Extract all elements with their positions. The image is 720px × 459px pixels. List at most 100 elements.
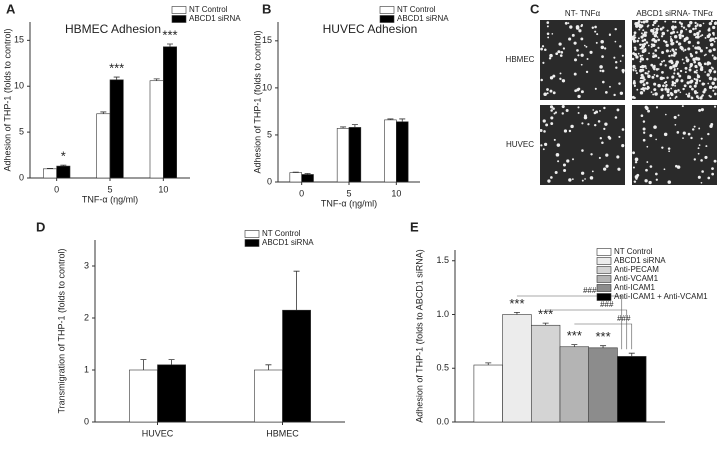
cell-dot <box>547 179 551 183</box>
y-axis-label: Adhesion of THP-1 (folds to ABCD1 siRNA) <box>414 249 424 422</box>
cell-dot <box>631 57 635 61</box>
cell-dot <box>698 127 701 130</box>
cell-dot <box>707 28 711 32</box>
cell-dot <box>570 124 574 129</box>
cell-dot <box>635 55 639 59</box>
cell-dot <box>598 156 601 160</box>
cell-dot <box>642 127 646 131</box>
cell-dot <box>673 115 677 119</box>
cell-dot <box>672 30 676 34</box>
cell-dot <box>697 175 701 179</box>
cell-dot <box>549 89 553 93</box>
cell-dot <box>708 62 712 65</box>
cell-dot <box>603 167 607 171</box>
column-label: NT- TNFα <box>565 9 601 18</box>
cell-dot <box>599 137 602 140</box>
x-axis-label: TNF-α (ηg/ml) <box>321 198 377 208</box>
cell-dot <box>664 113 667 116</box>
cell-dot <box>544 142 548 146</box>
cell-dot <box>622 71 625 74</box>
cell-dot <box>640 64 645 69</box>
cell-dot <box>694 25 698 28</box>
cell-dot <box>683 62 685 65</box>
cell-dot <box>687 40 691 44</box>
cell-dot <box>645 31 648 34</box>
bar <box>43 168 57 179</box>
cell-dot <box>580 37 584 41</box>
y-tick-label: 10 <box>262 82 272 92</box>
cell-dot <box>709 43 714 47</box>
cell-dot <box>567 22 570 25</box>
cell-dot <box>634 160 638 164</box>
cell-dot <box>673 68 676 71</box>
cell-dot <box>700 108 704 112</box>
cell-dot <box>652 52 655 55</box>
hash-label: ### <box>617 314 631 323</box>
cell-dot <box>543 92 547 97</box>
cell-dot <box>577 94 581 99</box>
significance: *** <box>509 296 524 311</box>
cell-dot <box>653 27 655 30</box>
cell-dot <box>679 69 683 73</box>
cell-dot <box>601 141 604 145</box>
cell-dot <box>663 39 666 43</box>
cell-dot <box>711 81 715 86</box>
legend-swatch <box>171 6 187 14</box>
cell-dot <box>655 27 659 32</box>
cell-dot <box>678 21 682 24</box>
cell-dot <box>708 49 712 53</box>
cell-dot <box>707 132 710 136</box>
legend-label: NT Control <box>189 5 228 14</box>
cell-dot <box>642 138 646 142</box>
cell-dot <box>712 89 715 92</box>
cell-dot <box>689 64 693 68</box>
cell-dot <box>673 72 676 75</box>
cell-dot <box>600 45 605 50</box>
cell-dot <box>654 92 658 96</box>
cell-dot <box>709 72 712 74</box>
error-bar <box>60 164 67 167</box>
cell-dot <box>676 31 679 34</box>
error-bar <box>351 124 358 128</box>
cell-dot <box>680 25 683 28</box>
row-label: HUVEC <box>506 140 534 149</box>
cell-dot <box>674 123 677 126</box>
cell-dot <box>696 46 700 50</box>
cell-dot <box>682 137 684 139</box>
cell-dot <box>710 66 713 69</box>
cell-dot <box>699 96 703 100</box>
cell-dot <box>568 129 572 133</box>
cell-dot <box>605 153 609 157</box>
cell-dot <box>645 168 648 172</box>
cell-dot <box>642 83 646 87</box>
cell-dot <box>634 67 637 70</box>
cell-dot <box>592 109 595 111</box>
cell-dot <box>645 19 649 23</box>
cell-dot <box>687 23 691 28</box>
y-tick-label: 10 <box>14 81 24 91</box>
cell-dot <box>552 91 556 95</box>
cell-dot <box>681 58 684 61</box>
cell-dot <box>692 128 695 131</box>
cell-dot <box>619 91 624 95</box>
cell-dot <box>713 105 717 108</box>
cell-dot <box>639 91 644 95</box>
cell-dot <box>583 115 588 120</box>
cell-dot <box>636 39 640 43</box>
cell-dot <box>693 84 697 88</box>
cell-dot <box>636 21 640 25</box>
cell-dot <box>697 147 700 150</box>
cell-dot <box>637 52 640 55</box>
cell-dot <box>641 32 643 35</box>
cell-dot <box>708 76 713 81</box>
cell-dot <box>695 71 698 74</box>
cell-dot <box>559 54 563 57</box>
cell-dot <box>706 73 710 77</box>
cell-dot <box>651 39 654 42</box>
cell-dot <box>653 73 656 76</box>
cell-dot <box>685 56 688 59</box>
bar <box>301 174 314 183</box>
cell-dot <box>691 87 694 91</box>
cell-dot <box>692 45 694 47</box>
cell-dot <box>696 23 699 26</box>
